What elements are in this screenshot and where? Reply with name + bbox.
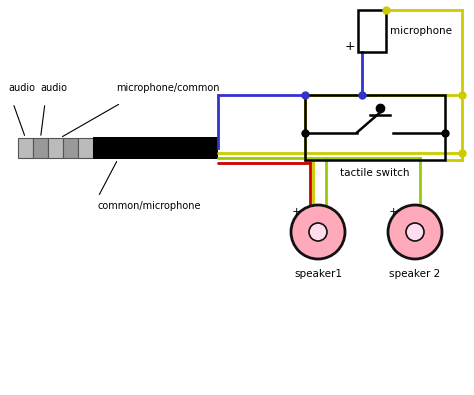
Bar: [93, 137, 218, 159]
Bar: [358, 10, 386, 52]
Text: tactile switch: tactile switch: [340, 168, 410, 178]
Bar: [48, 138, 63, 158]
Text: +: +: [292, 207, 301, 217]
Circle shape: [291, 205, 345, 259]
Text: audio: audio: [8, 83, 35, 93]
Text: speaker 2: speaker 2: [389, 269, 441, 279]
Circle shape: [309, 223, 327, 241]
Circle shape: [406, 223, 424, 241]
Text: +: +: [389, 207, 398, 217]
Circle shape: [388, 205, 442, 259]
Bar: [33, 138, 48, 158]
Text: +: +: [345, 40, 356, 53]
Text: microphone: microphone: [390, 26, 452, 36]
Bar: [78, 138, 93, 158]
Text: microphone/common: microphone/common: [116, 83, 219, 93]
Text: common/microphone: common/microphone: [98, 201, 201, 211]
Text: speaker1: speaker1: [294, 269, 342, 279]
Bar: [63, 138, 78, 158]
Bar: [18, 138, 33, 158]
Text: audio: audio: [40, 83, 67, 93]
Bar: [305, 95, 445, 160]
